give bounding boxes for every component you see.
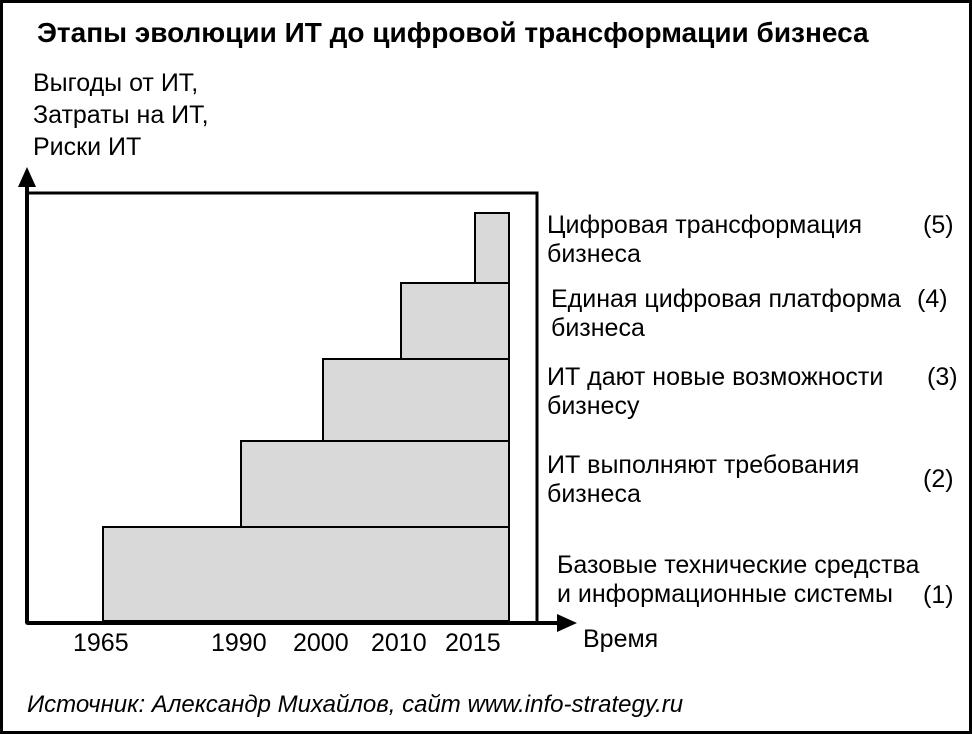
stage-label-1: Базовые технические средстваи информацио… — [557, 551, 919, 609]
stage-label-2: ИТ выполняют требованиябизнеса — [547, 451, 859, 509]
chart-root: Этапы эволюции ИТ до цифровой трансформа… — [0, 0, 972, 734]
stage-number-2: (2) — [923, 465, 954, 494]
x-tick-2000: 2000 — [293, 629, 349, 658]
x-tick-2010: 2010 — [371, 629, 427, 658]
stage-label-5: Цифровая трансформациябизнеса — [547, 211, 862, 269]
x-tick-1990: 1990 — [211, 629, 267, 658]
stage-number-5: (5) — [923, 211, 954, 240]
x-axis-label: Время — [583, 625, 658, 654]
stage-number-4: (4) — [917, 285, 948, 314]
source-citation: Источник: Александр Михайлов, сайт www.i… — [27, 691, 683, 719]
stage-number-1: (1) — [923, 581, 954, 610]
stage-label-3: ИТ дают новые возможностибизнесу — [547, 363, 883, 421]
x-tick-2015: 2015 — [445, 629, 501, 658]
x-tick-1965: 1965 — [73, 629, 129, 658]
stage-label-4: Единая цифровая платформабизнеса — [551, 285, 901, 343]
stage-number-3: (3) — [927, 363, 958, 392]
